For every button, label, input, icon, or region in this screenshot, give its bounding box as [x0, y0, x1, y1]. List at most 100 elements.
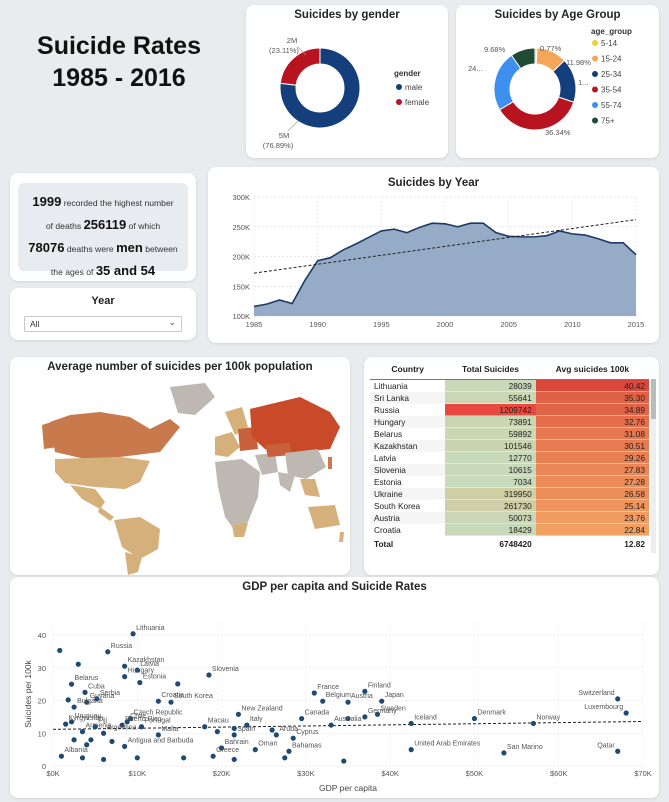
- scatter-point[interactable]: [202, 724, 208, 730]
- col-total-suicides[interactable]: Total Suicides: [445, 359, 536, 380]
- table-row[interactable]: Kazakhstan 101546 30.51: [370, 439, 649, 452]
- col-country[interactable]: Country: [370, 359, 446, 380]
- scatter-point[interactable]: [82, 689, 88, 695]
- scatter-point[interactable]: [408, 747, 414, 753]
- table-row[interactable]: Austria 50073 23.76: [370, 511, 649, 524]
- scatter-point[interactable]: [79, 729, 86, 735]
- table-row[interactable]: Slovenia 10615 27.83: [370, 463, 649, 476]
- age-legend-5[interactable]: 75+: [601, 117, 615, 126]
- scatter-point[interactable]: [119, 722, 125, 728]
- scatter-point[interactable]: [105, 649, 111, 655]
- scatter-point[interactable]: [122, 674, 128, 680]
- table-row[interactable]: Lithuania 28039 40.42: [370, 379, 649, 392]
- scatter-point[interactable]: [84, 742, 90, 748]
- scatter-point[interactable]: [94, 696, 100, 702]
- scatter-point[interactable]: [623, 710, 629, 716]
- table-row[interactable]: Ukraine 319950 26.58: [370, 487, 649, 500]
- scatter-point[interactable]: [65, 697, 71, 703]
- scatter-point[interactable]: [286, 748, 292, 754]
- scatter-point[interactable]: [57, 647, 63, 654]
- scatter-point[interactable]: [311, 690, 317, 696]
- scatter-point[interactable]: [471, 715, 478, 722]
- scatter-point[interactable]: [130, 631, 136, 637]
- scatter-point[interactable]: [109, 738, 115, 745]
- scatter-point[interactable]: [88, 737, 94, 743]
- scatter-point[interactable]: [134, 755, 140, 761]
- table-row[interactable]: Sri Lanka 55641 35.30: [370, 391, 649, 404]
- scatter-point[interactable]: [92, 724, 98, 730]
- scatter-point[interactable]: [345, 715, 351, 722]
- scatter-point[interactable]: [138, 724, 145, 730]
- table-row[interactable]: Estonia 7034 27.28: [370, 475, 649, 488]
- scatter-point[interactable]: [68, 719, 75, 725]
- scatter-point[interactable]: [379, 698, 385, 704]
- age-legend-4[interactable]: 55-74: [601, 101, 622, 110]
- scatter-point[interactable]: [273, 732, 279, 738]
- table-row[interactable]: Hungary 73891 32.76: [370, 415, 649, 428]
- scatter-point[interactable]: [320, 698, 326, 704]
- age-legend-1[interactable]: 15-24: [601, 55, 622, 64]
- scatter-point[interactable]: [68, 681, 75, 687]
- scatter-point[interactable]: [168, 699, 174, 705]
- scatter-point[interactable]: [155, 698, 161, 704]
- scatter-point[interactable]: [328, 722, 334, 728]
- gender-legend-female[interactable]: female: [405, 98, 430, 107]
- scatter-point[interactable]: [290, 735, 296, 741]
- gender-slice-female[interactable]: [279, 47, 321, 86]
- scatter-point[interactable]: [127, 715, 134, 722]
- age-legend-0[interactable]: 5-14: [601, 39, 618, 48]
- scatter-point[interactable]: [269, 727, 275, 733]
- scatter-point[interactable]: [231, 756, 237, 763]
- table-row[interactable]: Russia 1209742 34.89: [370, 403, 649, 416]
- scatter-point[interactable]: [181, 755, 187, 761]
- table-row[interactable]: Latvia 12770 29.26: [370, 451, 649, 464]
- scatter-point[interactable]: [362, 688, 368, 694]
- scatter-point[interactable]: [100, 730, 107, 736]
- scatter-point[interactable]: [124, 719, 130, 725]
- scatter-point[interactable]: [218, 745, 225, 751]
- year-slicer-dropdown[interactable]: All ⌄: [24, 316, 182, 332]
- scatter-point[interactable]: [100, 756, 107, 763]
- age-slice-5[interactable]: [510, 47, 536, 70]
- age-legend-2[interactable]: 25-34: [601, 70, 622, 79]
- scatter-point[interactable]: [374, 711, 381, 717]
- scatter-point[interactable]: [214, 729, 220, 735]
- age-legend-3[interactable]: 35-54: [601, 86, 622, 95]
- scatter-point[interactable]: [206, 672, 212, 678]
- scatter-point[interactable]: [362, 714, 368, 720]
- scatter-point[interactable]: [58, 753, 65, 759]
- scatter-point[interactable]: [63, 721, 69, 727]
- gender-legend-male[interactable]: male: [405, 83, 423, 92]
- scatter-point[interactable]: [84, 699, 90, 705]
- scatter-point[interactable]: [134, 667, 140, 673]
- scatter-point[interactable]: [231, 725, 237, 731]
- table-row[interactable]: Belarus 59892 31.08: [370, 427, 649, 440]
- scatter-point[interactable]: [235, 711, 242, 717]
- scatter-point[interactable]: [341, 758, 347, 764]
- table-row[interactable]: South Korea 261730 25.14: [370, 499, 649, 512]
- scatter-point[interactable]: [501, 750, 507, 756]
- scatter-point[interactable]: [231, 732, 237, 738]
- scatter-point[interactable]: [210, 753, 216, 759]
- scatter-point[interactable]: [79, 755, 86, 761]
- scatter-point[interactable]: [530, 720, 537, 727]
- scatter-point[interactable]: [345, 699, 351, 705]
- scatter-point[interactable]: [71, 737, 77, 743]
- col-avg-suicides[interactable]: Avg suicides 100k: [535, 359, 649, 380]
- scatter-point[interactable]: [252, 747, 258, 753]
- scatter-point[interactable]: [615, 748, 621, 754]
- scatter-point[interactable]: [615, 696, 621, 702]
- scatter-point[interactable]: [299, 715, 305, 722]
- scatter-point[interactable]: [75, 661, 81, 667]
- gender-slice-male[interactable]: [279, 47, 361, 129]
- table-scrollbar[interactable]: [651, 379, 656, 553]
- scatter-point[interactable]: [282, 755, 288, 761]
- scatter-point[interactable]: [122, 663, 128, 669]
- scatter-point[interactable]: [408, 720, 414, 727]
- scatter-point[interactable]: [71, 704, 77, 710]
- scatter-point[interactable]: [155, 732, 161, 738]
- table-row[interactable]: Croatia 18429 22.84: [370, 523, 649, 536]
- scatter-point[interactable]: [244, 722, 250, 728]
- scatter-point[interactable]: [122, 743, 128, 749]
- table-scrollbar-thumb[interactable]: [651, 379, 656, 419]
